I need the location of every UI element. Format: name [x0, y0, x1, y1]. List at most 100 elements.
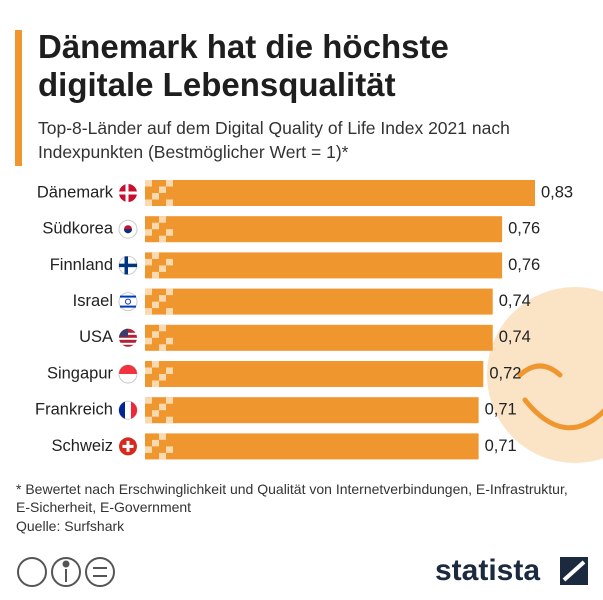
pixel — [152, 361, 159, 368]
pixel — [152, 439, 159, 447]
flag — [119, 342, 137, 345]
bar-pixels — [145, 252, 173, 279]
pixel — [166, 199, 173, 206]
pixel — [145, 229, 152, 236]
category-label: Frankreich — [35, 401, 113, 419]
pixel — [145, 180, 152, 187]
bar-pixels — [145, 361, 173, 387]
pixel — [145, 199, 152, 206]
value-label: 0,76 — [508, 220, 540, 238]
bars: Dänemark 0,83 Südkorea 0,76 Finnland 0,76 Isra… — [35, 180, 573, 460]
bar-pixels — [145, 180, 173, 206]
pixel — [152, 380, 159, 387]
pixel — [166, 337, 173, 345]
flag — [124, 229, 132, 234]
pixel — [159, 344, 166, 351]
pixel — [159, 235, 166, 243]
accent-bar — [15, 30, 22, 166]
flag-icon — [119, 328, 137, 347]
pixel — [166, 367, 173, 374]
value-label: 0,71 — [485, 437, 517, 455]
flag — [120, 295, 136, 298]
chart-subtitle: Top-8-Länder auf dem Digital Quality of … — [38, 118, 510, 162]
pixel — [166, 446, 173, 453]
bar — [145, 433, 479, 460]
value-label: 0,71 — [485, 401, 517, 419]
flag-icon — [119, 437, 137, 456]
bar — [145, 324, 493, 351]
pixel — [166, 258, 173, 266]
pixel — [152, 410, 159, 417]
pixel — [145, 308, 152, 315]
category-label: Israel — [73, 292, 113, 310]
pixel — [159, 324, 166, 332]
pixel — [145, 337, 152, 345]
pixel — [166, 308, 173, 315]
bar — [145, 361, 484, 387]
cc-icons — [17, 557, 115, 587]
bar-pixels — [145, 288, 173, 315]
flag-icon — [118, 292, 138, 312]
pixel — [152, 222, 159, 230]
pixel — [152, 271, 159, 279]
pixel — [152, 252, 159, 259]
flag — [119, 365, 137, 374]
pixel — [152, 331, 159, 338]
value-label: 0,76 — [508, 256, 540, 274]
bar-pixels — [145, 433, 173, 460]
value-label: 0,74 — [499, 292, 531, 310]
pixel — [159, 216, 166, 223]
category-label: Singapur — [47, 364, 114, 382]
value-label: 0,72 — [489, 364, 521, 382]
category-label: Südkorea — [42, 220, 113, 238]
bar — [145, 397, 479, 424]
chart-title: Dänemark hat die höchste digitale Lebens… — [38, 28, 449, 103]
pixel — [166, 416, 173, 424]
pixel — [145, 446, 152, 453]
pixel — [159, 265, 166, 272]
flag — [118, 401, 125, 419]
value-label: 0,83 — [541, 183, 573, 201]
category-label: Finnland — [50, 256, 113, 274]
pixel — [159, 403, 166, 411]
bar-pixels — [145, 324, 173, 351]
pixel — [159, 295, 166, 302]
flag-icon — [118, 400, 138, 420]
smiley-decoration — [487, 287, 603, 463]
pixel — [159, 433, 166, 440]
category-label: Schweiz — [52, 437, 113, 455]
flag-icon — [119, 184, 137, 202]
bar-pixels — [145, 216, 173, 243]
value-label: 0,74 — [499, 328, 531, 346]
pixel — [145, 367, 152, 374]
flag — [119, 328, 128, 337]
bar — [145, 216, 503, 243]
pixel — [159, 374, 166, 381]
flag — [118, 292, 138, 312]
bar — [145, 252, 503, 279]
pixel — [159, 452, 166, 460]
category-label: Dänemark — [37, 183, 114, 201]
flag — [119, 263, 137, 268]
pixel — [145, 397, 152, 404]
pixel — [166, 229, 173, 236]
pixel — [152, 301, 159, 309]
source: Quelle: Surfshark — [16, 518, 125, 534]
pixel — [159, 186, 166, 193]
flag — [120, 305, 136, 308]
flag — [119, 337, 137, 340]
pixel — [145, 288, 152, 296]
bar — [145, 180, 535, 206]
flag — [125, 298, 131, 305]
flag — [131, 401, 138, 419]
pixel — [166, 288, 173, 296]
category-label: USA — [79, 328, 113, 346]
logo-text: statista — [435, 554, 540, 587]
footnote: * Bewertet nach Erschwinglichkeit und Qu… — [16, 481, 568, 515]
flag-icon — [118, 364, 138, 384]
flag — [119, 191, 137, 195]
pixel — [152, 193, 159, 200]
pixel — [166, 180, 173, 187]
